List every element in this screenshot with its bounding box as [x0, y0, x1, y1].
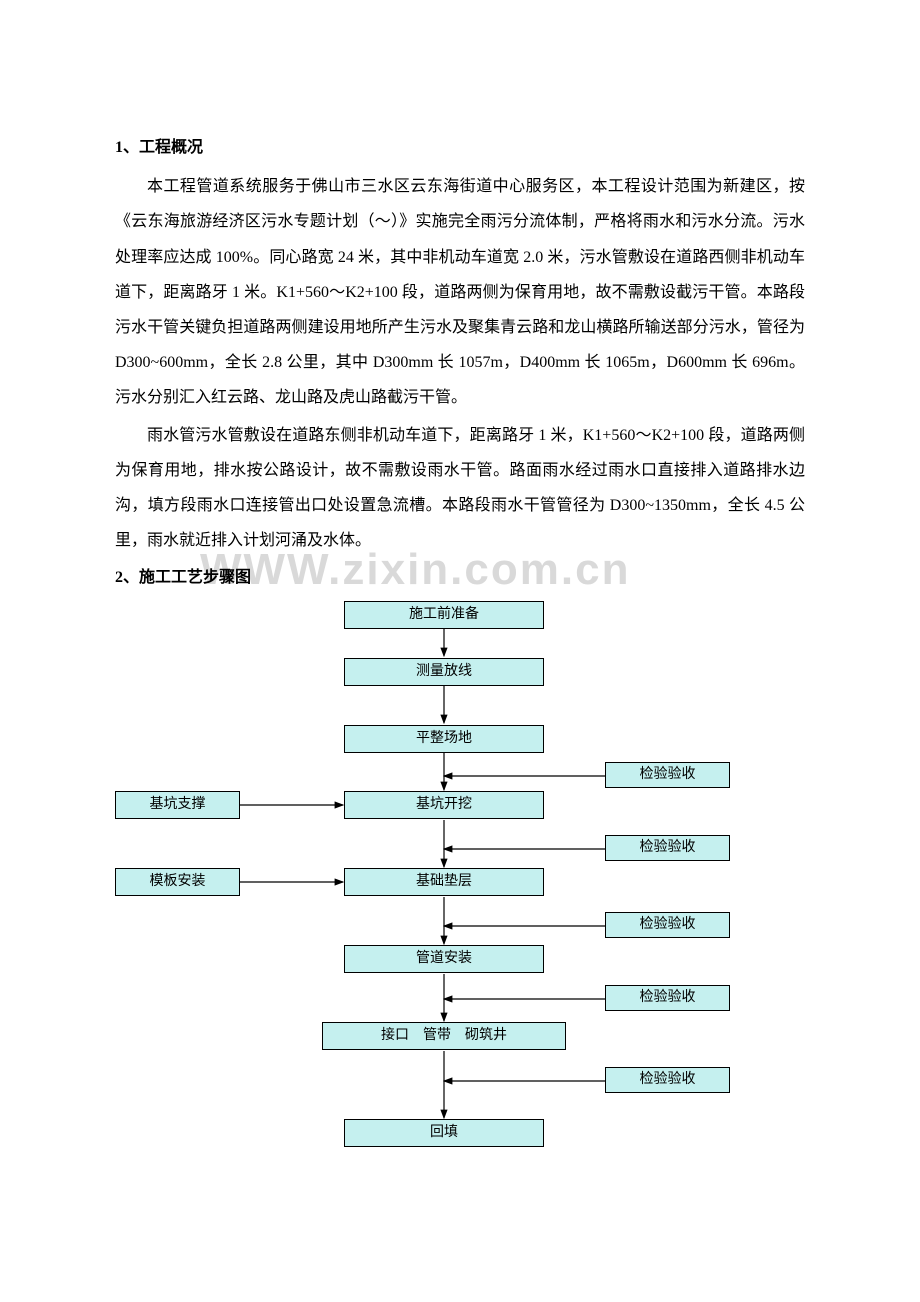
flow-main-1: 测量放线 [344, 658, 544, 686]
flow-right-2: 检验验收 [605, 912, 730, 938]
flow-left-1: 模板安装 [115, 868, 240, 896]
flow-left-0: 基坑支撑 [115, 791, 240, 819]
section-1-para-1: 本工程管道系统服务于佛山市三水区云东海街道中心服务区，本工程设计范围为新建区，按… [115, 169, 805, 415]
flow-main-7: 回填 [344, 1119, 544, 1147]
flow-main-2: 平整场地 [344, 725, 544, 753]
flow-main-4: 基础垫层 [344, 868, 544, 896]
flow-main-5: 管道安装 [344, 945, 544, 973]
flow-right-4: 检验验收 [605, 1067, 730, 1093]
flow-right-3: 检验验收 [605, 985, 730, 1011]
flow-main-6: 接口 管带 砌筑井 [322, 1022, 566, 1050]
section-1-para-2: 雨水管污水管敷设在道路东侧非机动车道下，距离路牙 1 米，K1+560～K2+1… [115, 418, 805, 559]
section-2-heading: 2、施工工艺步骤图 [115, 560, 805, 595]
section-1-heading: 1、工程概况 [115, 130, 805, 165]
flowchart-connectors [115, 601, 805, 1191]
flow-main-0: 施工前准备 [344, 601, 544, 629]
flow-main-3: 基坑开挖 [344, 791, 544, 819]
flow-right-0: 检验验收 [605, 762, 730, 788]
flow-right-1: 检验验收 [605, 835, 730, 861]
flowchart-container: 施工前准备 测量放线 平整场地 基坑开挖 基础垫层 管道安装 接口 管带 砌筑井… [115, 601, 805, 1191]
